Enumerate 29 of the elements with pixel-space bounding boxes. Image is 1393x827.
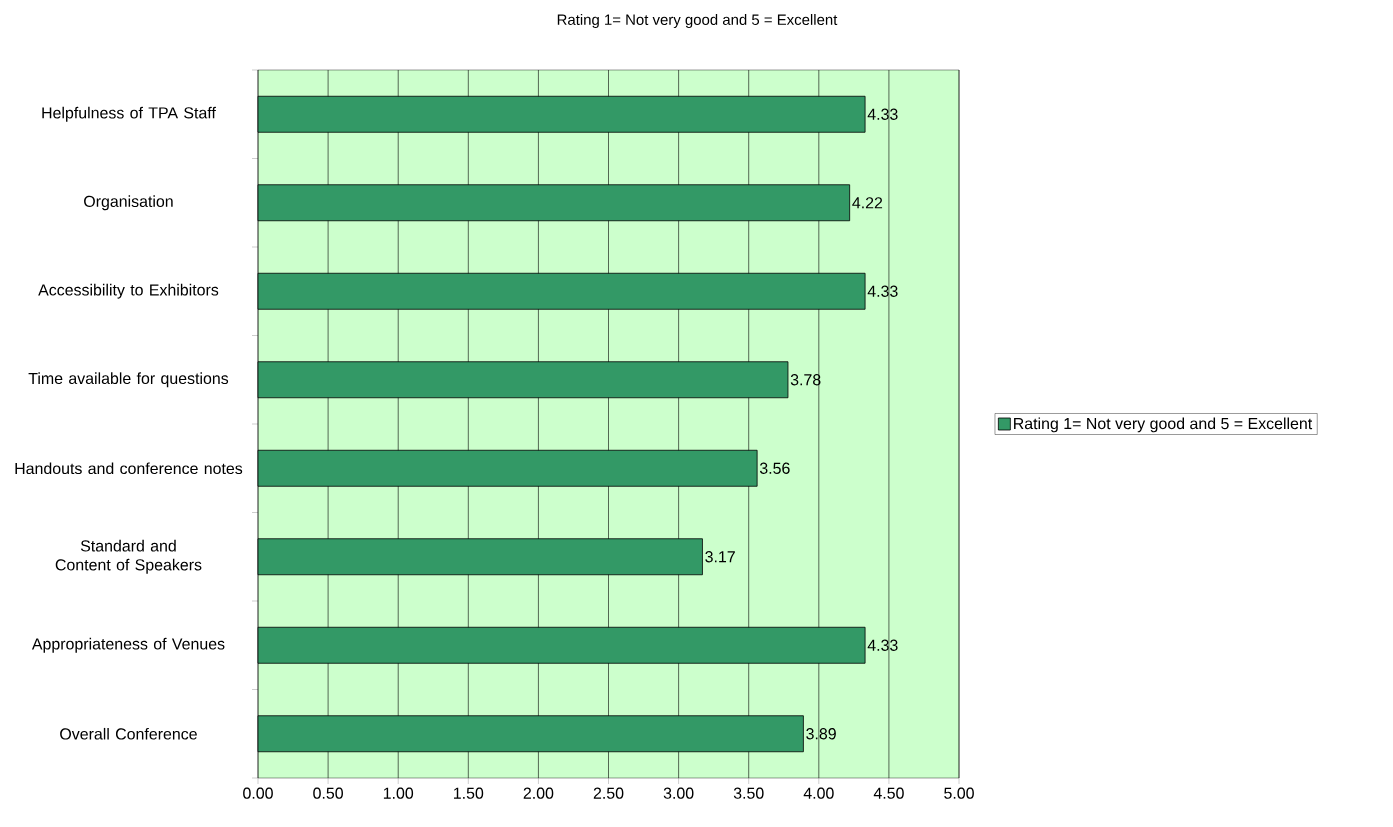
y-tick-label: Handouts and conference notes (15, 462, 243, 475)
x-tick-label: 1.50 (454, 787, 484, 799)
data-label: 4.22 (852, 197, 883, 209)
y-tick-label: Appropriateness of Venues (31, 637, 225, 653)
x-tick-label: 3.50 (733, 787, 764, 799)
y-tick-label: Organisation (84, 195, 173, 211)
y-tick-label: Overall Conference (60, 727, 197, 740)
x-tick-label: 2.00 (523, 787, 554, 799)
data-label: 4.33 (867, 108, 898, 120)
y-tick-label: Standard and Content of Speakers (55, 539, 202, 574)
x-tick-label: 4.50 (873, 787, 904, 799)
y-tick-label: Helpfulness of TPA Staff (42, 106, 216, 122)
x-tick-label: 0.00 (243, 787, 273, 799)
y-tick-label: Accessibility to Exhibitors (38, 283, 219, 299)
legend-label: Rating 1= Not very good and 5 = Excellent (1014, 417, 1313, 433)
x-tick-label: 5.00 (944, 787, 974, 799)
data-label: 3.17 (705, 551, 735, 563)
data-label: 3.89 (806, 728, 836, 740)
x-tick-label: 0.50 (313, 787, 343, 799)
y-tick-label: Time available for questions (28, 372, 229, 388)
data-label: 3.56 (759, 462, 790, 474)
data-label: 3.78 (790, 374, 821, 386)
x-tick-label: 4.00 (803, 787, 834, 799)
x-tick-label: 1.00 (383, 787, 414, 799)
data-label: 4.33 (867, 285, 898, 297)
data-label: 4.33 (867, 639, 898, 651)
x-tick-label: 2.50 (593, 787, 624, 799)
x-tick-label: 3.00 (663, 787, 694, 799)
chart-title: Rating 1= Not very good and 5 = Excellent (557, 14, 838, 28)
